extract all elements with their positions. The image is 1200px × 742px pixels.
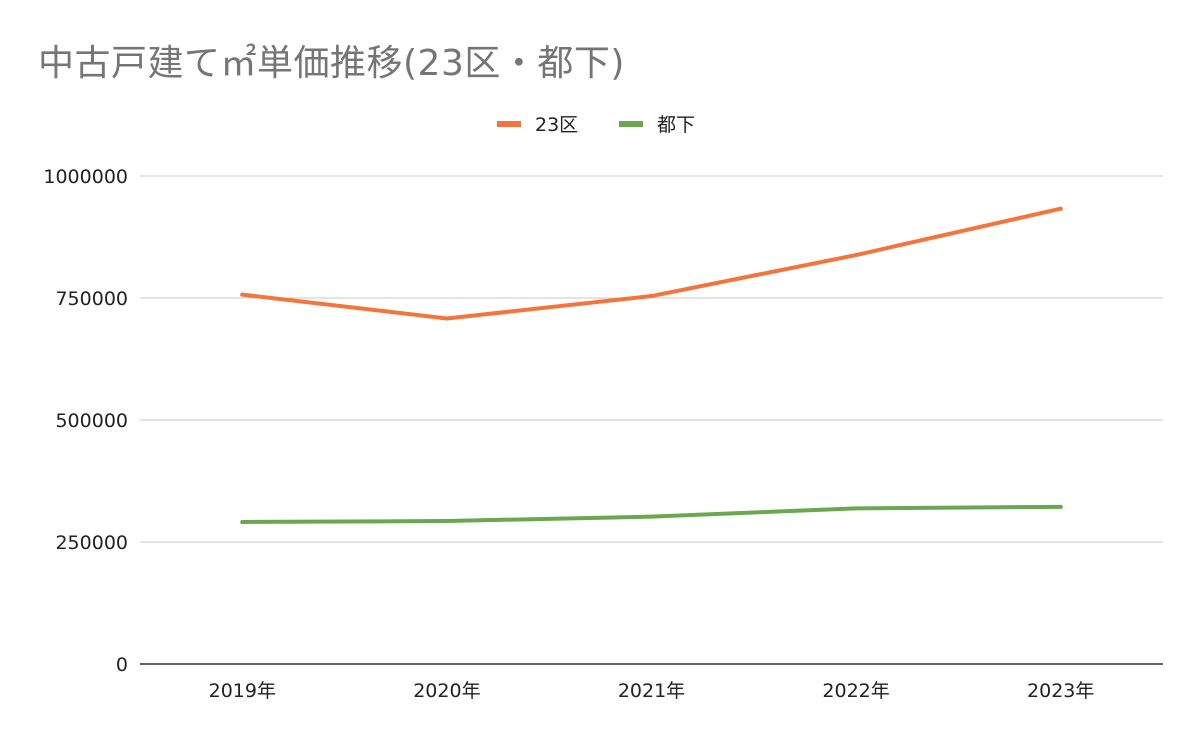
y-tick-label: 250000 bbox=[55, 532, 128, 554]
grid-lines bbox=[140, 175, 1163, 665]
y-tick-label: 500000 bbox=[55, 410, 128, 432]
data-point bbox=[1058, 504, 1063, 509]
data-point bbox=[1058, 206, 1063, 211]
data-point bbox=[240, 292, 245, 297]
series-line-0 bbox=[240, 206, 1063, 321]
data-point bbox=[444, 519, 449, 524]
legend-label: 23区 bbox=[535, 114, 578, 136]
data-point bbox=[649, 294, 654, 299]
x-axis-ticks: 2019年 2020年 2021年 2022年 2023年 bbox=[209, 680, 1095, 702]
legend-label: 都下 bbox=[657, 114, 695, 136]
series-line-1 bbox=[240, 504, 1063, 524]
data-point bbox=[240, 519, 245, 524]
x-tick-label: 2020年 bbox=[413, 680, 480, 702]
data-point bbox=[854, 506, 859, 511]
y-tick-label: 0 bbox=[116, 654, 128, 676]
y-tick-label: 1000000 bbox=[43, 166, 128, 188]
x-tick-label: 2021年 bbox=[618, 680, 685, 702]
data-point bbox=[444, 316, 449, 321]
y-axis-ticks: 0 250000 500000 750000 1000000 bbox=[43, 166, 128, 676]
x-tick-label: 2023年 bbox=[1027, 680, 1094, 702]
x-tick-label: 2019年 bbox=[209, 680, 276, 702]
x-tick-label: 2022年 bbox=[822, 680, 889, 702]
legend: 23区 都下 bbox=[497, 114, 695, 136]
y-tick-label: 750000 bbox=[55, 288, 128, 310]
data-point bbox=[649, 514, 654, 519]
chart-title: 中古戸建て㎡単価推移(23区・都下) bbox=[38, 43, 625, 84]
data-point bbox=[854, 253, 859, 258]
series-lines bbox=[240, 206, 1063, 524]
